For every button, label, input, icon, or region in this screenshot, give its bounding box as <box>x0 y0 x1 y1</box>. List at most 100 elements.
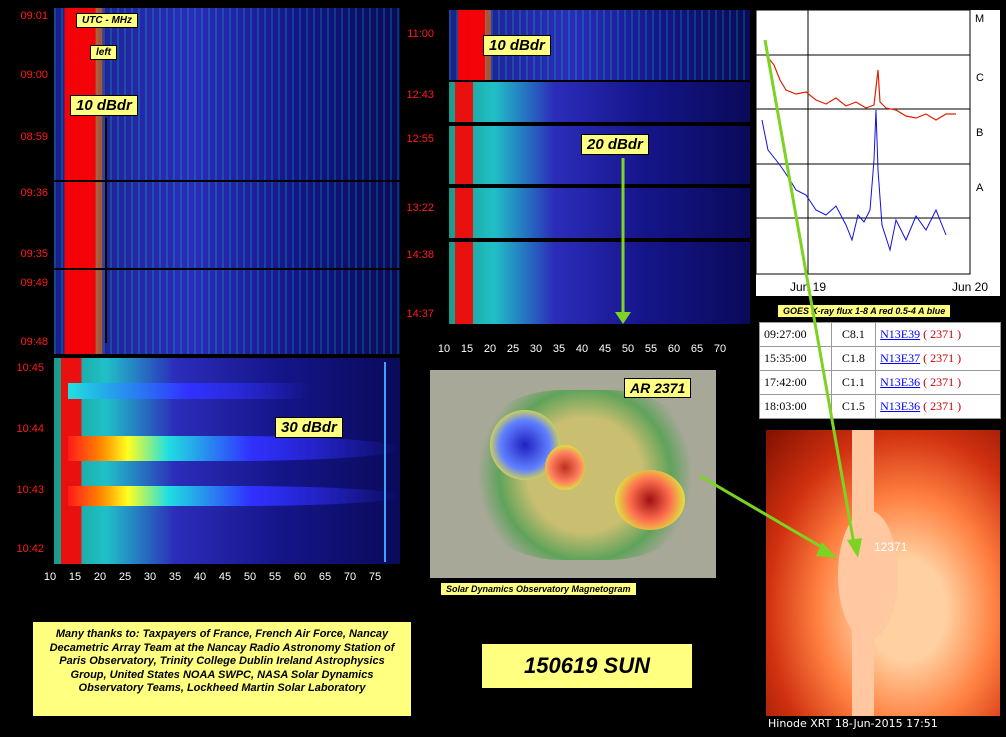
magnetogram-caption: Solar Dynamics Observatory Magnetogram <box>440 582 637 596</box>
ar-label: AR 2371 <box>624 378 692 398</box>
time-label: 14:37 <box>406 308 434 320</box>
freq-tick: 30 <box>529 343 543 355</box>
time-label: 09:01 <box>20 10 48 22</box>
flare-class: C8.1 <box>830 322 877 347</box>
credits-box: Many thanks to: Taxpayers of France, Fre… <box>32 621 412 717</box>
freq-tick: 10 <box>437 343 451 355</box>
hinode-image: 12371 Hinode XRT 18-Jun-2015 17:51 <box>766 430 1000 730</box>
dbdr-label: 20 dBdr <box>581 134 649 155</box>
region-label: 12371 <box>874 540 908 554</box>
freq-tick: 45 <box>218 571 232 583</box>
freq-tick: 75 <box>368 571 382 583</box>
spectrogram-panel <box>54 8 400 180</box>
time-label: 09:36 <box>20 187 48 199</box>
arrow <box>699 474 831 554</box>
dbdr-label: 30 dBdr <box>275 417 343 438</box>
freq-tick: 55 <box>644 343 658 355</box>
date-label: Jun 20 <box>952 280 989 294</box>
freq-tick: 25 <box>506 343 520 355</box>
class-label: M <box>975 13 985 25</box>
freq-axis: 10 15 20 25 30 35 40 45 50 55 60 65 70 <box>438 343 744 357</box>
freq-tick: 55 <box>268 571 282 583</box>
time-label: 10:42 <box>16 543 44 555</box>
freq-tick: 30 <box>143 571 157 583</box>
freq-tick: 70 <box>713 343 727 355</box>
freq-tick: 65 <box>690 343 704 355</box>
dbdr-label: 10 dBdr <box>483 35 551 56</box>
freq-axis: 10 15 20 25 30 35 40 45 50 55 60 65 70 7… <box>44 571 390 585</box>
table-row: 18:03:00 C1.5 N13E36 ( 2371 ) <box>759 394 1001 419</box>
freq-tick: 50 <box>621 343 635 355</box>
time-label: 09:35 <box>20 248 48 260</box>
arrow-head <box>615 312 631 324</box>
time-label: 12:43 <box>406 89 434 101</box>
spectrogram-panel <box>54 270 400 354</box>
bright-loop <box>838 510 898 640</box>
freq-tick: 35 <box>552 343 566 355</box>
arrow-head <box>847 538 862 558</box>
flare-class: C1.5 <box>830 394 877 419</box>
time-label: 14:38 <box>406 249 434 261</box>
hinode-caption: Hinode XRT 18-Jun-2015 17:51 <box>768 717 938 730</box>
time-label: 10:44 <box>16 423 44 435</box>
arrow-head <box>816 542 837 558</box>
freq-tick: 50 <box>243 571 257 583</box>
freq-tick: 40 <box>193 571 207 583</box>
freq-tick: 45 <box>598 343 612 355</box>
freq-tick: 20 <box>483 343 497 355</box>
freq-tick: 40 <box>575 343 589 355</box>
page-title: 150619 SUN <box>481 643 693 689</box>
dbdr-label: 10 dBdr <box>70 95 138 116</box>
flare-class: C1.1 <box>830 370 877 395</box>
spectrogram-panel <box>54 182 400 268</box>
time-label: 09:00 <box>20 69 48 81</box>
flare-ar: ( 2371 ) <box>923 327 962 341</box>
pointer-arrow <box>105 118 107 343</box>
magnetogram-image <box>430 370 716 578</box>
spectrogram-panel <box>449 242 750 324</box>
flare-location-link[interactable]: N13E37 <box>880 351 921 365</box>
flare-time: 17:42:00 <box>759 370 832 395</box>
freq-tick: 70 <box>343 571 357 583</box>
positive-polarity <box>615 470 685 530</box>
flare-location-link[interactable]: N13E36 <box>880 399 921 413</box>
left-label: left <box>90 45 117 60</box>
flare-time: 18:03:00 <box>759 394 832 419</box>
positive-polarity <box>545 445 585 490</box>
time-label: 10:45 <box>16 362 44 374</box>
flare-ar: ( 2371 ) <box>923 351 962 365</box>
class-label: B <box>976 127 984 139</box>
time-label: 08:59 <box>20 131 48 143</box>
table-row: 17:42:00 C1.1 N13E36 ( 2371 ) <box>759 370 1001 395</box>
class-label: A <box>976 182 984 194</box>
freq-tick: 20 <box>93 571 107 583</box>
time-label: 13:22 <box>406 202 434 214</box>
goes-caption: GOES X-ray flux 1-8 A red 0.5-4 A blue <box>777 304 952 318</box>
flare-location-link[interactable]: N13E39 <box>880 327 921 341</box>
arrow <box>763 39 857 551</box>
flare-location-link[interactable]: N13E36 <box>880 375 921 389</box>
spectrogram-panel <box>54 358 400 564</box>
freq-tick: 25 <box>118 571 132 583</box>
freq-tick: 65 <box>318 571 332 583</box>
flare-class: C1.8 <box>830 346 877 371</box>
flare-ar: ( 2371 ) <box>923 399 962 413</box>
spectrogram-line <box>384 362 386 562</box>
spectrogram-panel <box>449 188 750 238</box>
time-label: 09:48 <box>20 336 48 348</box>
flare-ar: ( 2371 ) <box>923 375 962 389</box>
freq-tick: 15 <box>460 343 474 355</box>
freq-tick: 60 <box>293 571 307 583</box>
goes-plot: M C B A Jun 19 Jun 20 <box>756 10 1000 296</box>
class-label: C <box>976 72 984 84</box>
freq-tick: 60 <box>667 343 681 355</box>
time-label: 09:49 <box>20 277 48 289</box>
freq-tick: 15 <box>68 571 82 583</box>
utc-label: UTC - MHz <box>76 13 138 28</box>
freq-tick: 10 <box>43 571 57 583</box>
time-label: 10:43 <box>16 484 44 496</box>
freq-tick: 35 <box>168 571 182 583</box>
time-label: 12:55 <box>406 133 434 145</box>
time-label: 11:00 <box>407 28 434 40</box>
